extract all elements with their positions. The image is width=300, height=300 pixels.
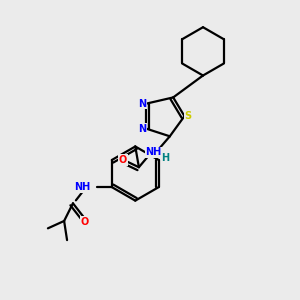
Text: H: H [161, 153, 169, 163]
Text: NH: NH [146, 148, 162, 158]
Text: N: N [139, 124, 147, 134]
Text: O: O [81, 217, 89, 227]
Text: N: N [139, 99, 147, 109]
Text: O: O [119, 155, 127, 165]
Text: S: S [184, 111, 191, 121]
Text: NH: NH [74, 182, 91, 192]
